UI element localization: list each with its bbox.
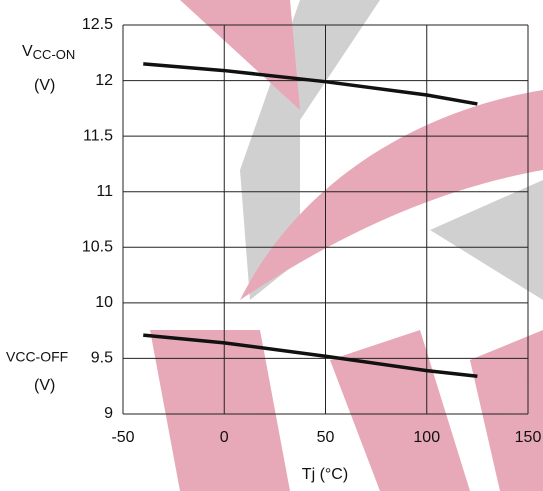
- x-tick-label: 0: [220, 429, 229, 446]
- annotation-sub: CC-ON: [33, 47, 76, 62]
- y-tick-label: 9.5: [91, 350, 113, 367]
- watermark-shape: [470, 330, 543, 491]
- series-line: [143, 62, 478, 106]
- watermark: [150, 0, 543, 491]
- y-tick-label: 10: [95, 294, 113, 311]
- x-tick-label: 150: [515, 429, 542, 446]
- watermark-shape: [330, 330, 470, 491]
- x-axis-label: Tj (°C): [302, 466, 348, 483]
- annotation: VCC-OFF: [6, 349, 68, 365]
- annotation-main: V: [22, 43, 33, 60]
- watermark-shape: [150, 330, 290, 491]
- y-tick-label: 12: [95, 72, 113, 89]
- watermark-shape: [180, 0, 300, 110]
- annotation-unit: (V): [34, 77, 55, 94]
- y-tick-label: 11.5: [83, 127, 113, 144]
- x-tick-label: -50: [111, 429, 134, 446]
- y-tick-label: 9: [104, 405, 113, 422]
- y-tick-label: 10.5: [82, 239, 113, 256]
- series-line: [143, 333, 478, 378]
- watermark-shape: [430, 180, 543, 300]
- annotation-unit: (V): [34, 377, 55, 394]
- annotation: VCC-ON: [22, 43, 75, 62]
- x-tick-label: 50: [317, 429, 335, 446]
- x-tick-label: 100: [413, 429, 440, 446]
- y-tick-label: 11: [96, 183, 113, 200]
- y-tick-label: 12.5: [82, 16, 113, 33]
